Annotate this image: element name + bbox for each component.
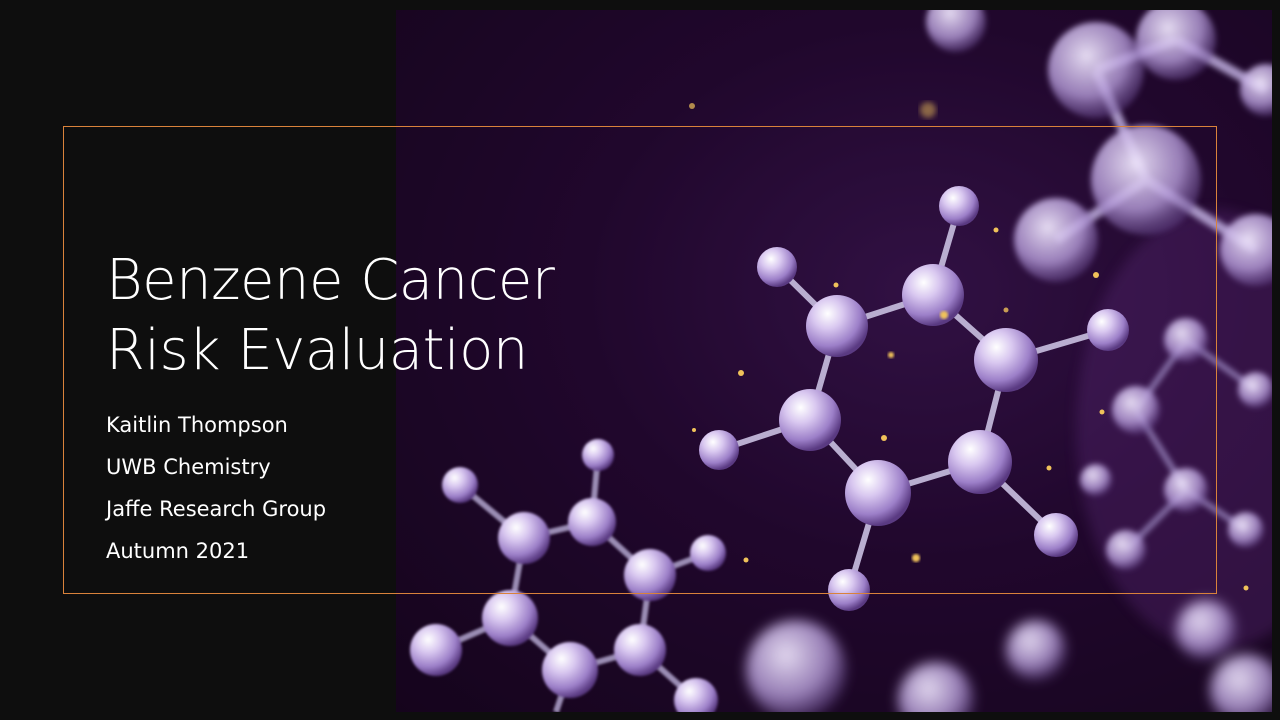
research-group: Jaffe Research Group [106,497,327,521]
title-line-2: Risk Evaluation [106,318,528,383]
author-name: Kaitlin Thompson [106,413,288,437]
slide-subtitle: Kaitlin Thompson UWB Chemistry Jaffe Res… [106,404,326,572]
molecule-illustration [396,10,1272,712]
title-line-1: Benzene Cancer [106,248,555,313]
department: UWB Chemistry [106,455,271,479]
molecule-image [396,10,1272,712]
term: Autumn 2021 [106,539,250,563]
slide-title: Benzene Cancer Risk Evaluation [106,246,666,386]
